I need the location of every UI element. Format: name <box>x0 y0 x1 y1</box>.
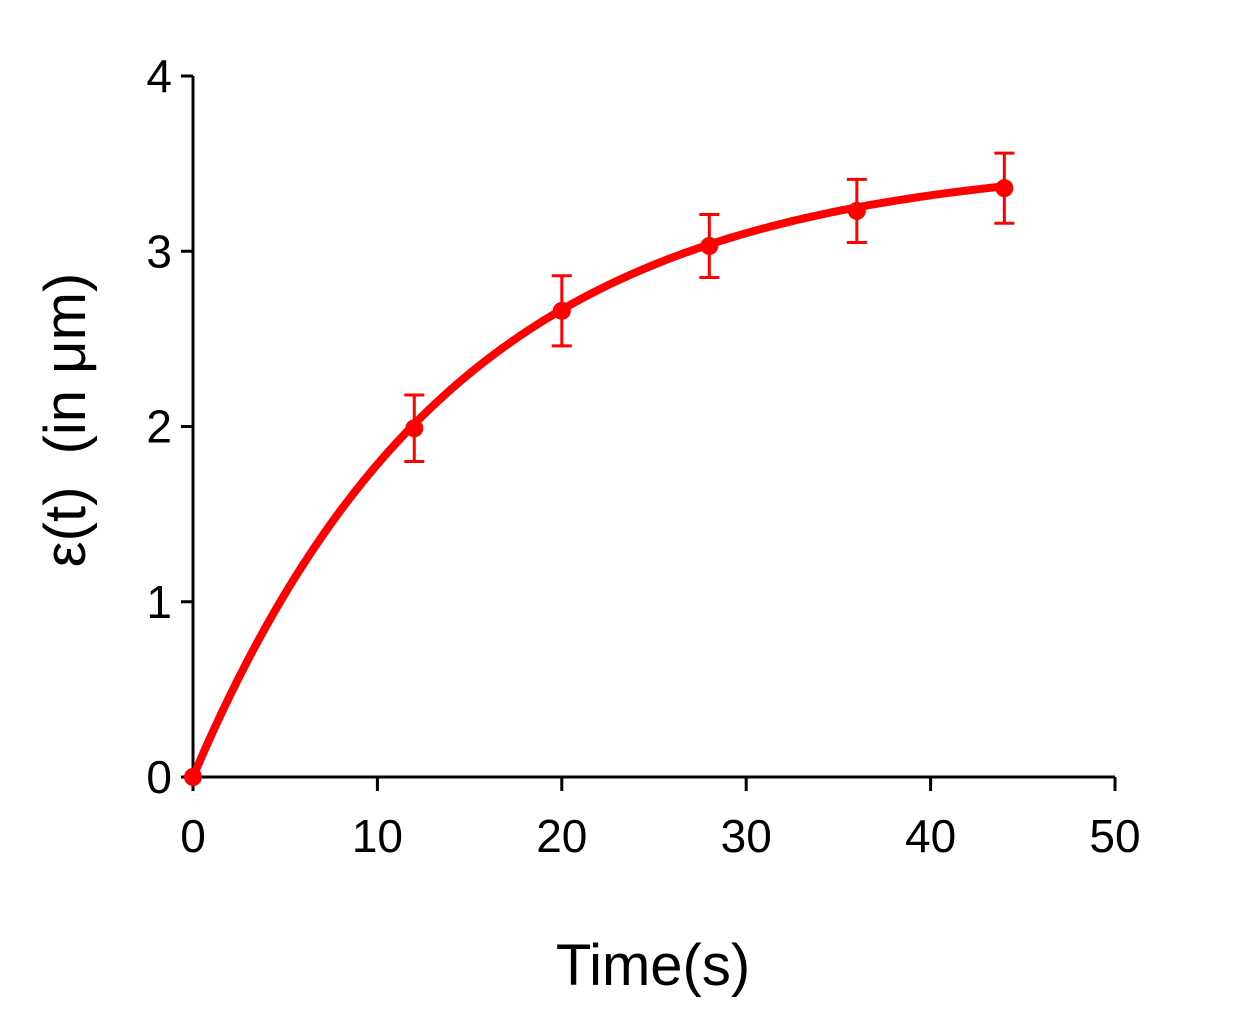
data-point <box>847 201 866 220</box>
x-tick-label: 0 <box>180 810 206 862</box>
y-tick-label: 2 <box>146 401 172 453</box>
axes: 0 10 20 30 40 50 0 1 2 3 4 <box>146 50 1140 862</box>
x-tick-label: 50 <box>1089 810 1140 862</box>
data-points <box>184 179 1014 786</box>
x-ticks: 0 10 20 30 40 50 <box>180 777 1141 862</box>
data-point <box>184 768 202 786</box>
data-point <box>995 179 1014 198</box>
x-tick-label: 30 <box>721 810 772 862</box>
x-axis-title: Time(s) <box>556 933 750 998</box>
x-tick-label: 20 <box>536 810 587 862</box>
data-point <box>700 236 719 255</box>
x-tick-label: 10 <box>352 810 403 862</box>
y-ticks: 0 1 2 3 4 <box>146 50 193 803</box>
y-tick-label: 0 <box>146 751 172 803</box>
fit-curve <box>189 182 1009 781</box>
y-tick-label: 1 <box>146 576 172 628</box>
x-tick-label: 40 <box>905 810 956 862</box>
y-tick-label: 3 <box>146 225 172 277</box>
y-tick-label: 4 <box>146 50 172 102</box>
data-point <box>405 419 424 438</box>
data-point <box>552 301 571 320</box>
y-axis-title: ε(t) (in μm) <box>33 273 98 567</box>
